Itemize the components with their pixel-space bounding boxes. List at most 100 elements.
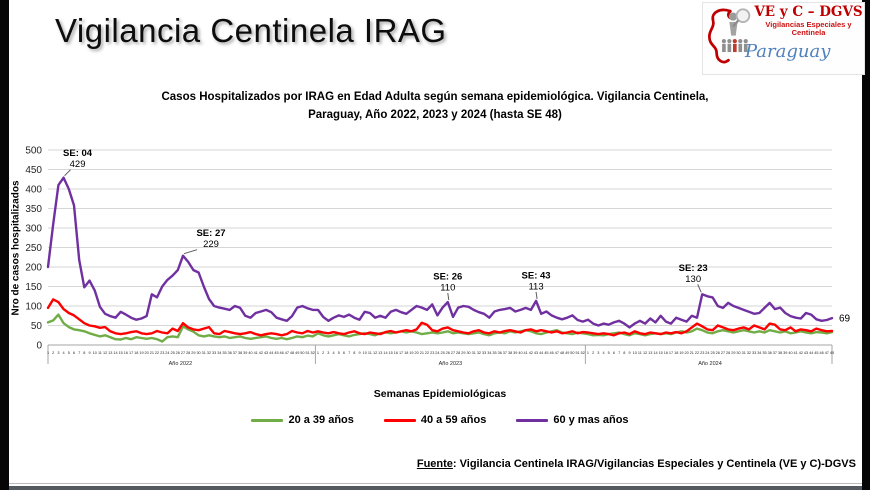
legend-label: 40 a 59 años bbox=[420, 414, 487, 426]
annotation-se-label: SE: 26 bbox=[433, 272, 462, 283]
chart-title-line2: Paraguay, Año 2022, 2023 y 2024 (hasta S… bbox=[308, 108, 562, 121]
week-tick-label: 46 bbox=[819, 351, 823, 355]
week-tick-label: 27 bbox=[721, 351, 725, 355]
week-tick-label: 1 bbox=[47, 351, 49, 355]
week-tick-label: 16 bbox=[124, 351, 128, 355]
annotation-value-label: 429 bbox=[70, 159, 86, 170]
week-tick-label: 11 bbox=[98, 351, 102, 355]
source-note: Fuente: Vigilancia Centinela IRAG/Vigila… bbox=[417, 458, 856, 470]
annotation-leader bbox=[447, 293, 450, 301]
paraguay-map-icon bbox=[707, 8, 751, 64]
week-tick-label: 14 bbox=[653, 351, 657, 355]
crowd-icon bbox=[721, 39, 748, 53]
y-tick-label: 350 bbox=[25, 204, 42, 215]
week-tick-label: 11 bbox=[368, 351, 372, 355]
annotation-leader bbox=[183, 249, 198, 255]
week-tick-label: 50 bbox=[300, 351, 304, 355]
week-tick-label: 44 bbox=[539, 351, 543, 355]
week-tick-label: 48 bbox=[290, 351, 294, 355]
week-tick-label: 3 bbox=[597, 351, 599, 355]
week-tick-label: 10 bbox=[363, 351, 367, 355]
legend-label: 20 a 39 años bbox=[288, 414, 354, 426]
week-tick-label: 36 bbox=[768, 351, 772, 355]
week-tick-label: 43 bbox=[804, 351, 808, 355]
magnifier-icon bbox=[735, 8, 751, 23]
y-tick-label: 250 bbox=[25, 243, 42, 254]
annotation-value-label: 113 bbox=[528, 281, 543, 292]
week-tick-label: 17 bbox=[129, 351, 133, 355]
year-label: Año 2024 bbox=[698, 361, 722, 367]
week-tick-label: 44 bbox=[809, 351, 813, 355]
week-tick-label: 17 bbox=[399, 351, 403, 355]
chart-title-line1: Casos Hospitalizados por IRAG en Edad Ad… bbox=[161, 91, 709, 103]
week-tick-label: 19 bbox=[139, 351, 143, 355]
week-tick-label: 28 bbox=[726, 351, 730, 355]
week-tick-label: 39 bbox=[513, 351, 517, 355]
week-tick-label: 13 bbox=[648, 351, 652, 355]
week-tick-label: 42 bbox=[259, 351, 263, 355]
week-tick-label: 9 bbox=[88, 351, 90, 355]
week-tick-label: 39 bbox=[243, 351, 247, 355]
legend-item: 40 a 59 años bbox=[383, 414, 487, 426]
week-tick-label: 4 bbox=[63, 351, 65, 355]
week-tick-label: 31 bbox=[472, 351, 476, 355]
week-tick-label: 46 bbox=[550, 351, 554, 355]
week-tick-label: 48 bbox=[560, 351, 564, 355]
week-tick-label: 35 bbox=[492, 351, 496, 355]
week-tick-label: 4 bbox=[333, 351, 335, 355]
chart-legend: 20 a 39 años 40 a 59 años 60 y mas años bbox=[48, 414, 832, 426]
logo-text: VE y C – DGVS Vigilancias Especiales y C… bbox=[745, 3, 864, 74]
week-tick-label: 24 bbox=[165, 351, 169, 355]
week-tick-label: 17 bbox=[669, 351, 673, 355]
annotation-se-label: SE: 43 bbox=[522, 270, 551, 281]
week-tick-label: 5 bbox=[338, 351, 340, 355]
week-tick-label: 33 bbox=[212, 351, 216, 355]
week-tick-label: 7 bbox=[348, 351, 350, 355]
week-tick-label: 41 bbox=[524, 351, 528, 355]
bottom-strip bbox=[9, 486, 862, 490]
week-tick-label: 26 bbox=[716, 351, 720, 355]
legend-swatch bbox=[383, 418, 416, 422]
end-value-label: 69 bbox=[839, 314, 851, 325]
week-tick-label: 32 bbox=[477, 351, 481, 355]
week-tick-label: 6 bbox=[613, 351, 615, 355]
week-tick-label: 30 bbox=[196, 351, 200, 355]
week-tick-label: 20 bbox=[415, 351, 419, 355]
week-tick-label: 37 bbox=[773, 351, 777, 355]
week-tick-label: 35 bbox=[762, 351, 766, 355]
week-tick-label: 45 bbox=[814, 351, 818, 355]
week-tick-label: 51 bbox=[305, 351, 309, 355]
week-tick-label: 14 bbox=[383, 351, 387, 355]
week-tick-label: 23 bbox=[160, 351, 164, 355]
week-tick-label: 33 bbox=[482, 351, 486, 355]
week-tick-label: 8 bbox=[623, 351, 625, 355]
week-tick-label: 40 bbox=[788, 351, 792, 355]
week-tick-label: 42 bbox=[529, 351, 533, 355]
annotation-leader bbox=[64, 169, 71, 177]
week-tick-label: 47 bbox=[825, 351, 829, 355]
legend-label: 60 y mas años bbox=[553, 414, 629, 426]
week-tick-label: 31 bbox=[742, 351, 746, 355]
week-tick-label: 12 bbox=[103, 351, 107, 355]
week-tick-label: 32 bbox=[747, 351, 751, 355]
week-tick-label: 21 bbox=[420, 351, 424, 355]
legend-swatch bbox=[516, 418, 549, 422]
week-tick-label: 35 bbox=[222, 351, 226, 355]
week-tick-label: 42 bbox=[799, 351, 803, 355]
year-label: Año 2023 bbox=[439, 361, 463, 367]
left-border-bar bbox=[0, 0, 9, 490]
week-tick-label: 36 bbox=[228, 351, 232, 355]
week-tick-label: 2 bbox=[322, 351, 324, 355]
week-tick-label: 10 bbox=[93, 351, 97, 355]
chart-title: Casos Hospitalizados por IRAG en Edad Ad… bbox=[100, 89, 770, 125]
week-tick-label: 1 bbox=[587, 351, 589, 355]
week-tick-label: 16 bbox=[394, 351, 398, 355]
year-label: Año 2022 bbox=[169, 361, 193, 367]
week-tick-label: 45 bbox=[544, 351, 548, 355]
week-tick-label: 15 bbox=[659, 351, 663, 355]
week-tick-label: 22 bbox=[425, 351, 429, 355]
week-tick-label: 8 bbox=[83, 351, 85, 355]
week-tick-label: 27 bbox=[451, 351, 455, 355]
logo-paraguay-script: Paraguay bbox=[745, 41, 831, 63]
legend-item: 60 y mas años bbox=[516, 414, 629, 426]
